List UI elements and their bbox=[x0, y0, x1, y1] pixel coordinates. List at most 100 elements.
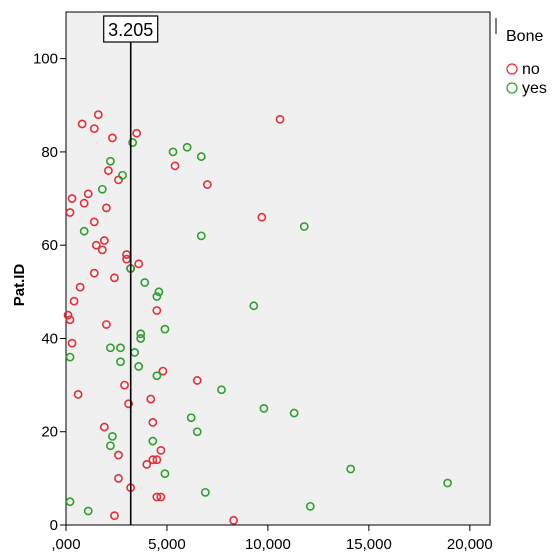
data-point-no bbox=[148, 417, 158, 427]
y-tick-label: 0 bbox=[50, 517, 58, 534]
y-tick-label: 80 bbox=[41, 144, 58, 161]
data-point-yes bbox=[116, 343, 125, 353]
data-point-yes bbox=[79, 226, 89, 236]
y-tick-label: 60 bbox=[41, 237, 58, 254]
data-point-no bbox=[152, 492, 162, 502]
data-point-no bbox=[257, 212, 267, 222]
data-point-no bbox=[79, 198, 89, 208]
data-point-no bbox=[114, 473, 123, 483]
data-point-yes bbox=[289, 408, 299, 418]
data-point-yes bbox=[346, 464, 356, 474]
data-point-yes bbox=[186, 413, 196, 423]
data-point-yes bbox=[249, 301, 259, 311]
data-point-no bbox=[91, 240, 101, 250]
data-point-yes bbox=[305, 501, 315, 511]
data-point-no bbox=[110, 511, 119, 521]
data-point-yes bbox=[134, 362, 144, 371]
data-point-yes bbox=[154, 287, 164, 297]
data-point-no bbox=[93, 110, 103, 119]
data-point-no bbox=[156, 492, 166, 502]
data-point-no bbox=[148, 455, 158, 465]
data-point-yes bbox=[148, 436, 158, 446]
data-point-no bbox=[152, 306, 162, 315]
data-point-no bbox=[114, 450, 123, 460]
data-point-no bbox=[67, 338, 77, 348]
x-tick-label: ,000 bbox=[51, 536, 80, 553]
reference-line-label: 3.205 bbox=[108, 20, 153, 40]
data-point-no bbox=[202, 180, 212, 189]
data-point-no bbox=[152, 455, 162, 465]
x-tick-label: 10,000 bbox=[245, 536, 291, 553]
legend: Bone no yes bbox=[495, 18, 547, 97]
data-point-no bbox=[83, 189, 93, 199]
data-point-no bbox=[67, 194, 77, 203]
data-point-no bbox=[192, 376, 202, 385]
data-point-yes bbox=[152, 292, 162, 301]
legend-title: Bone bbox=[506, 28, 543, 45]
plot-area bbox=[65, 11, 491, 526]
legend-label-no: no bbox=[522, 61, 540, 78]
data-point-yes bbox=[65, 497, 75, 507]
data-points bbox=[63, 110, 452, 525]
x-axis: ,000 5,000 10,000 15,000 20,000 bbox=[51, 525, 493, 553]
data-point-yes bbox=[106, 343, 115, 353]
data-point-no bbox=[229, 515, 238, 525]
data-point-no bbox=[134, 259, 144, 269]
x-tick-label: 15,000 bbox=[346, 536, 392, 553]
data-point-yes bbox=[140, 278, 150, 287]
data-point-no bbox=[110, 273, 119, 283]
data-point-no bbox=[63, 310, 73, 320]
data-point-yes bbox=[200, 487, 210, 497]
legend-marker-no bbox=[506, 63, 518, 75]
legend-label-yes: yes bbox=[522, 80, 547, 97]
data-point-yes bbox=[168, 147, 178, 157]
data-point-yes bbox=[160, 324, 170, 334]
data-point-no bbox=[99, 236, 109, 245]
data-point-yes bbox=[443, 478, 452, 488]
data-point-yes bbox=[108, 431, 117, 441]
data-point-yes bbox=[196, 231, 206, 241]
data-point-yes bbox=[152, 371, 162, 381]
data-point-no bbox=[158, 366, 168, 376]
data-point-no bbox=[65, 315, 75, 325]
data-point-no bbox=[124, 399, 133, 409]
data-point-yes bbox=[136, 329, 146, 339]
data-point-no bbox=[104, 166, 113, 175]
data-point-yes bbox=[196, 152, 206, 161]
y-axis-title: Pat.ID bbox=[11, 264, 28, 307]
data-point-no bbox=[275, 114, 285, 124]
data-point-yes bbox=[259, 404, 269, 413]
data-point-yes bbox=[106, 441, 115, 451]
data-point-no bbox=[132, 128, 142, 138]
data-point-no bbox=[146, 394, 156, 404]
data-point-no bbox=[120, 380, 129, 390]
legend-marker-yes bbox=[506, 82, 518, 94]
y-tick-label: 40 bbox=[41, 330, 58, 347]
data-point-no bbox=[89, 268, 99, 278]
data-point-yes bbox=[65, 352, 75, 362]
data-point-yes bbox=[192, 427, 202, 437]
data-point-yes bbox=[106, 156, 115, 166]
reference-line-label-box bbox=[103, 15, 159, 43]
y-tick-label: 20 bbox=[41, 424, 58, 441]
x-tick-label: 5,000 bbox=[148, 536, 186, 553]
data-point-no bbox=[101, 320, 111, 329]
y-tick-label: 100 bbox=[33, 51, 58, 68]
data-point-yes bbox=[118, 170, 127, 180]
data-point-no bbox=[69, 296, 79, 306]
data-point-yes bbox=[160, 469, 170, 479]
data-point-no bbox=[170, 161, 180, 171]
data-point-no bbox=[77, 119, 87, 129]
data-point-yes bbox=[136, 334, 146, 343]
data-point-no bbox=[142, 459, 152, 469]
data-point-no bbox=[156, 445, 166, 455]
data-point-no bbox=[75, 282, 85, 292]
data-point-yes bbox=[299, 222, 309, 231]
data-point-no bbox=[89, 217, 99, 227]
data-point-yes bbox=[116, 357, 125, 367]
data-point-no bbox=[73, 390, 83, 399]
data-point-no bbox=[108, 133, 117, 143]
data-point-no bbox=[101, 203, 111, 213]
data-point-no bbox=[97, 245, 107, 255]
